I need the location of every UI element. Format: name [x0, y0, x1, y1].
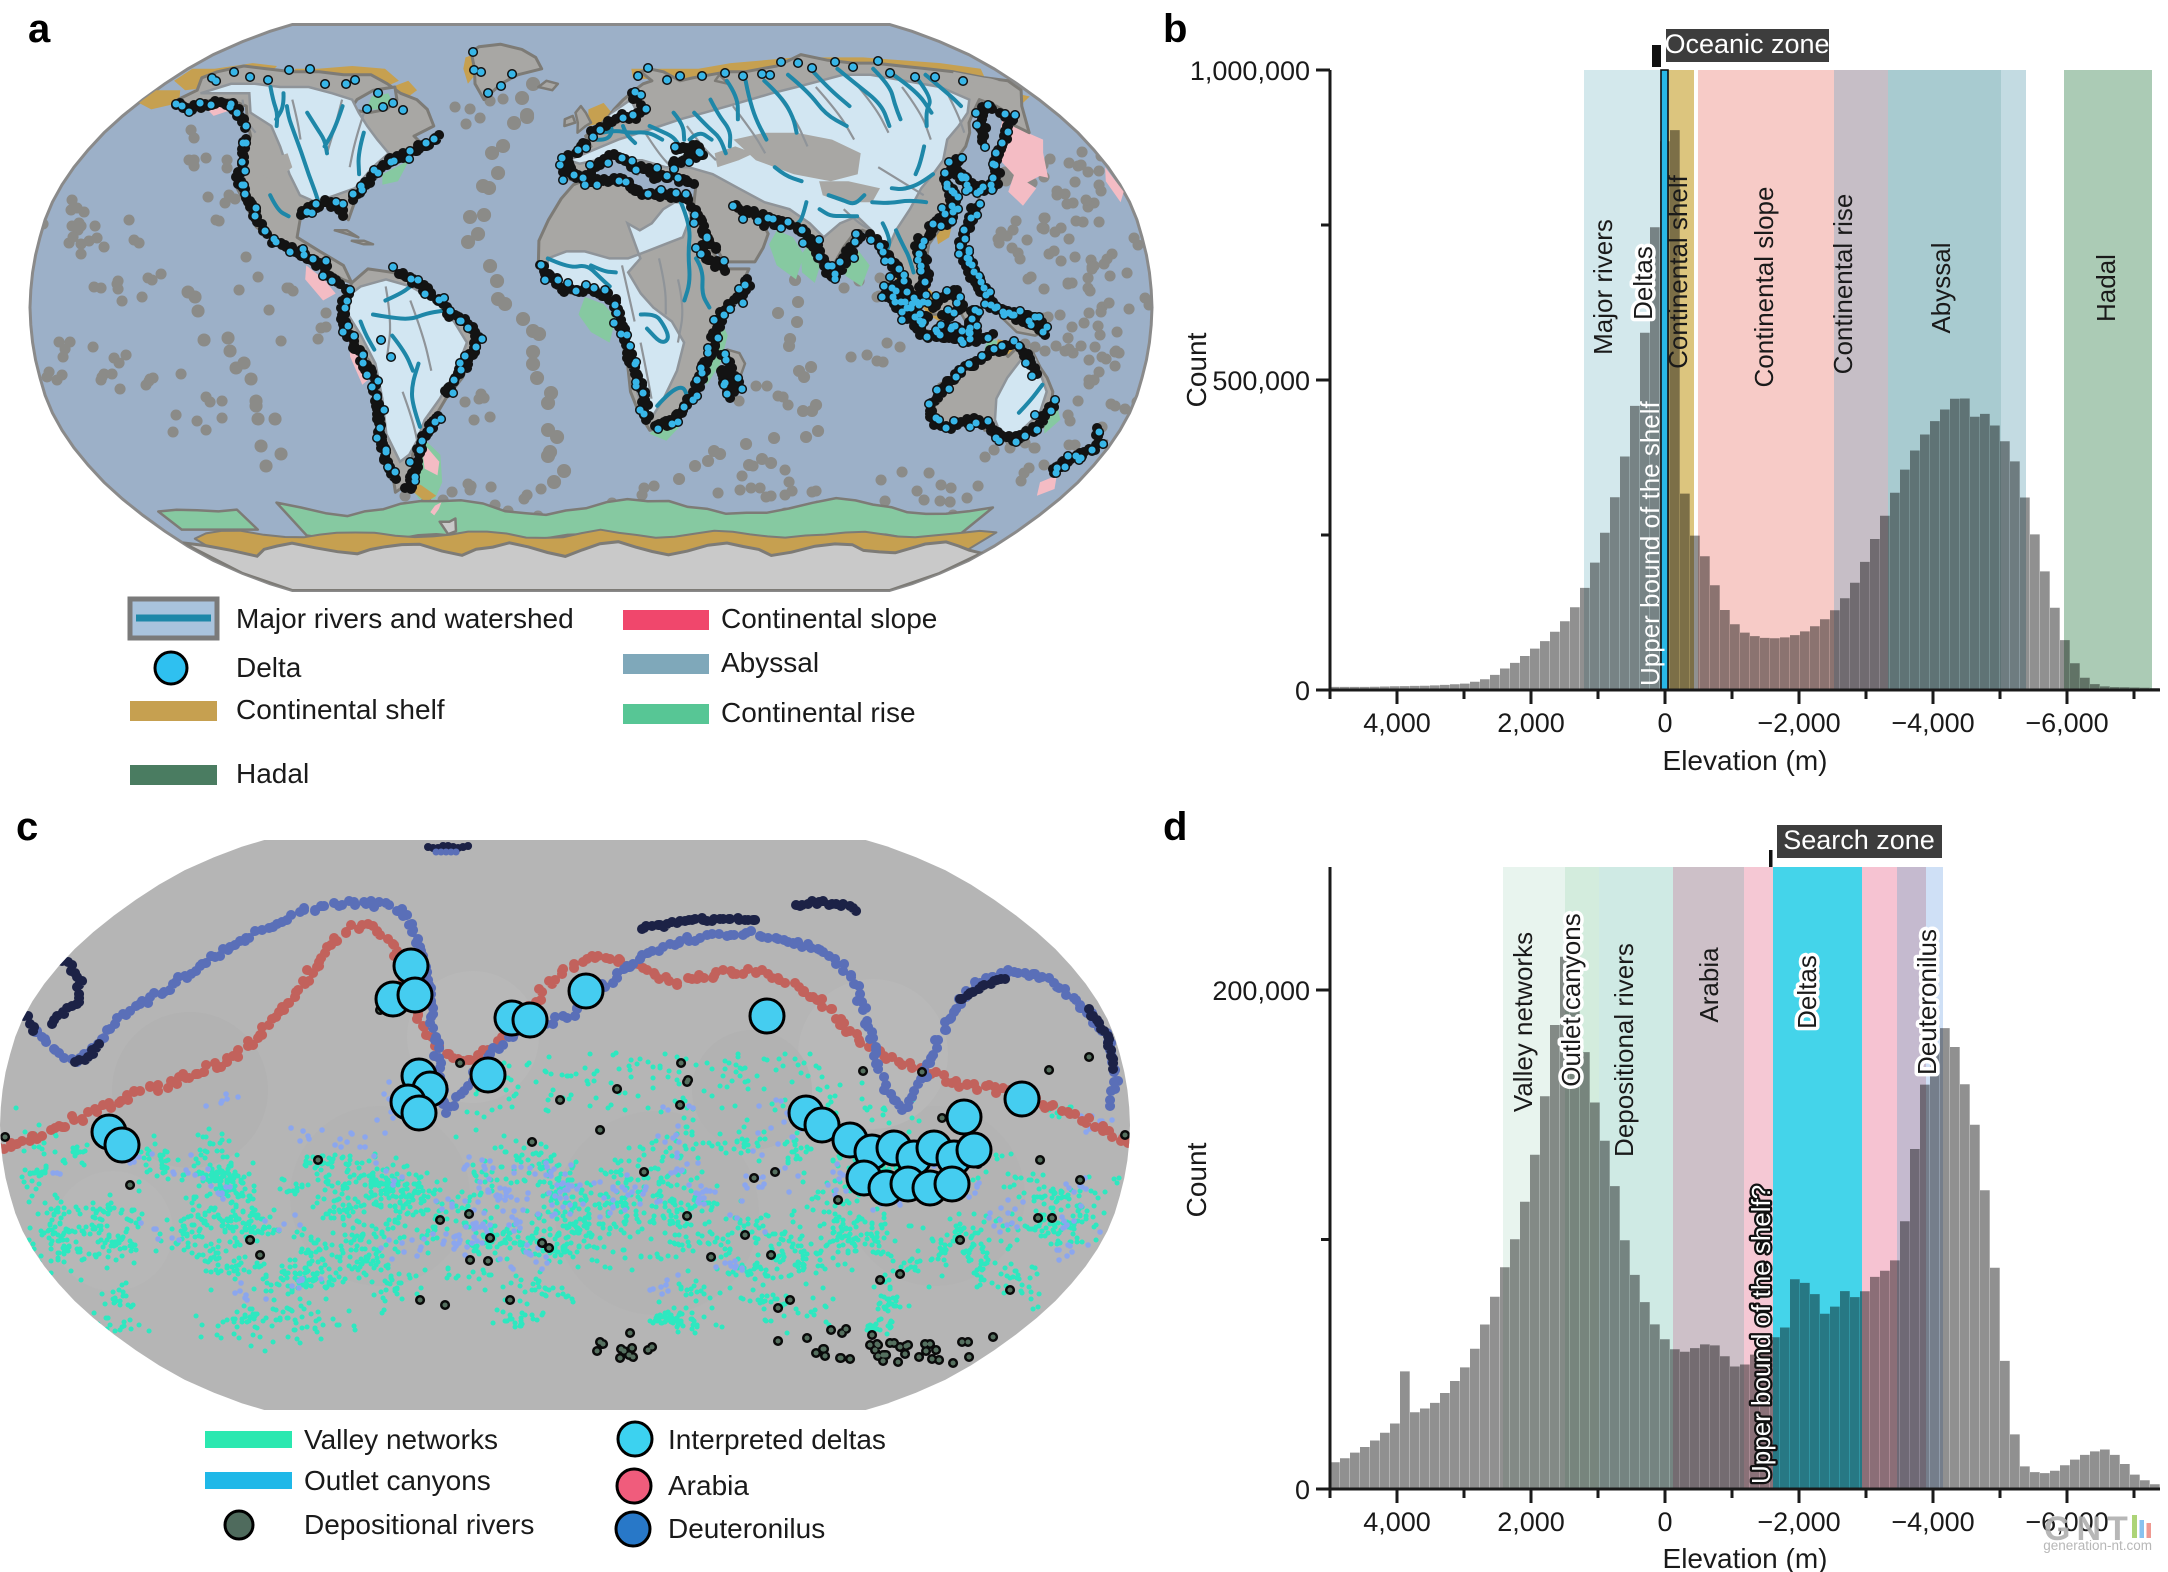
- svg-text:c: c: [16, 805, 38, 849]
- svg-text:Elevation (m): Elevation (m): [1663, 745, 1828, 776]
- svg-text:Arabia: Arabia: [668, 1470, 749, 1501]
- svg-text:Upper bound of the shelf: Upper bound of the shelf: [1635, 400, 1665, 686]
- svg-text:1,000,000: 1,000,000: [1190, 56, 1310, 86]
- svg-text:Major rivers and watershed: Major rivers and watershed: [236, 603, 574, 634]
- svg-text:Deuteronilus: Deuteronilus: [668, 1513, 825, 1544]
- svg-text:Arabia: Arabia: [1694, 947, 1724, 1023]
- svg-text:Valley networks: Valley networks: [304, 1424, 498, 1455]
- svg-text:Elevation (m): Elevation (m): [1663, 1543, 1828, 1572]
- svg-text:Deuteronilus: Deuteronilus: [1912, 929, 1942, 1075]
- svg-text:Hadal: Hadal: [2091, 254, 2121, 322]
- svg-text:d: d: [1163, 805, 1187, 849]
- svg-text:0: 0: [1295, 1475, 1310, 1505]
- svg-text:−4,000: −4,000: [1891, 1507, 1974, 1537]
- svg-text:Continental shelf: Continental shelf: [1663, 174, 1693, 368]
- svg-text:4,000: 4,000: [1363, 708, 1431, 738]
- svg-text:200,000: 200,000: [1212, 976, 1310, 1006]
- svg-text:Interpreted deltas: Interpreted deltas: [668, 1424, 886, 1455]
- svg-text:Count: Count: [1181, 332, 1212, 407]
- svg-text:Abyssal: Abyssal: [1926, 242, 1956, 333]
- svg-text:Continental rise: Continental rise: [721, 697, 916, 728]
- svg-text:GNT: GNT: [2044, 1510, 2134, 1548]
- svg-text:−2,000: −2,000: [1757, 1507, 1840, 1537]
- svg-text:0: 0: [1295, 676, 1310, 706]
- svg-text:500,000: 500,000: [1212, 366, 1310, 396]
- svg-text:−4,000: −4,000: [1891, 708, 1974, 738]
- svg-text:Oceanic zone: Oceanic zone: [1664, 29, 1829, 59]
- svg-text:Outlet canyons: Outlet canyons: [1556, 913, 1586, 1086]
- svg-text:Continental shelf: Continental shelf: [236, 694, 445, 725]
- svg-text:−2,000: −2,000: [1757, 708, 1840, 738]
- svg-text:Deltas: Deltas: [1628, 246, 1658, 320]
- svg-text:Continental slope: Continental slope: [1749, 187, 1779, 388]
- svg-text:Delta: Delta: [236, 652, 302, 683]
- svg-text:Valley networks: Valley networks: [1508, 932, 1538, 1112]
- svg-text:Deltas: Deltas: [1792, 955, 1822, 1029]
- svg-text:Depositional rivers: Depositional rivers: [304, 1509, 534, 1540]
- svg-text:4,000: 4,000: [1363, 1507, 1431, 1537]
- svg-text:2,000: 2,000: [1497, 1507, 1565, 1537]
- svg-text:Search zone: Search zone: [1783, 825, 1935, 855]
- svg-text:0: 0: [1657, 708, 1672, 738]
- svg-text:b: b: [1163, 7, 1187, 51]
- svg-text:Continental slope: Continental slope: [721, 603, 937, 634]
- svg-text:Upper bound of the shelf?: Upper bound of the shelf?: [1746, 1185, 1776, 1484]
- svg-text:−6,000: −6,000: [2025, 1507, 2108, 1537]
- svg-text:Depositional rivers: Depositional rivers: [1609, 943, 1639, 1157]
- svg-text:Continental rise: Continental rise: [1828, 194, 1858, 375]
- svg-text:−6,000: −6,000: [2025, 708, 2108, 738]
- svg-text:a: a: [28, 7, 51, 51]
- svg-text:Abyssal: Abyssal: [721, 647, 819, 678]
- svg-text:Outlet canyons: Outlet canyons: [304, 1465, 491, 1496]
- svg-text:generation-nt.com: generation-nt.com: [2043, 1538, 2152, 1553]
- svg-text:Major rivers: Major rivers: [1588, 219, 1618, 355]
- svg-text:Hadal: Hadal: [236, 758, 309, 789]
- svg-text:0: 0: [1657, 1507, 1672, 1537]
- svg-text:2,000: 2,000: [1497, 708, 1565, 738]
- svg-text:Count: Count: [1181, 1142, 1212, 1217]
